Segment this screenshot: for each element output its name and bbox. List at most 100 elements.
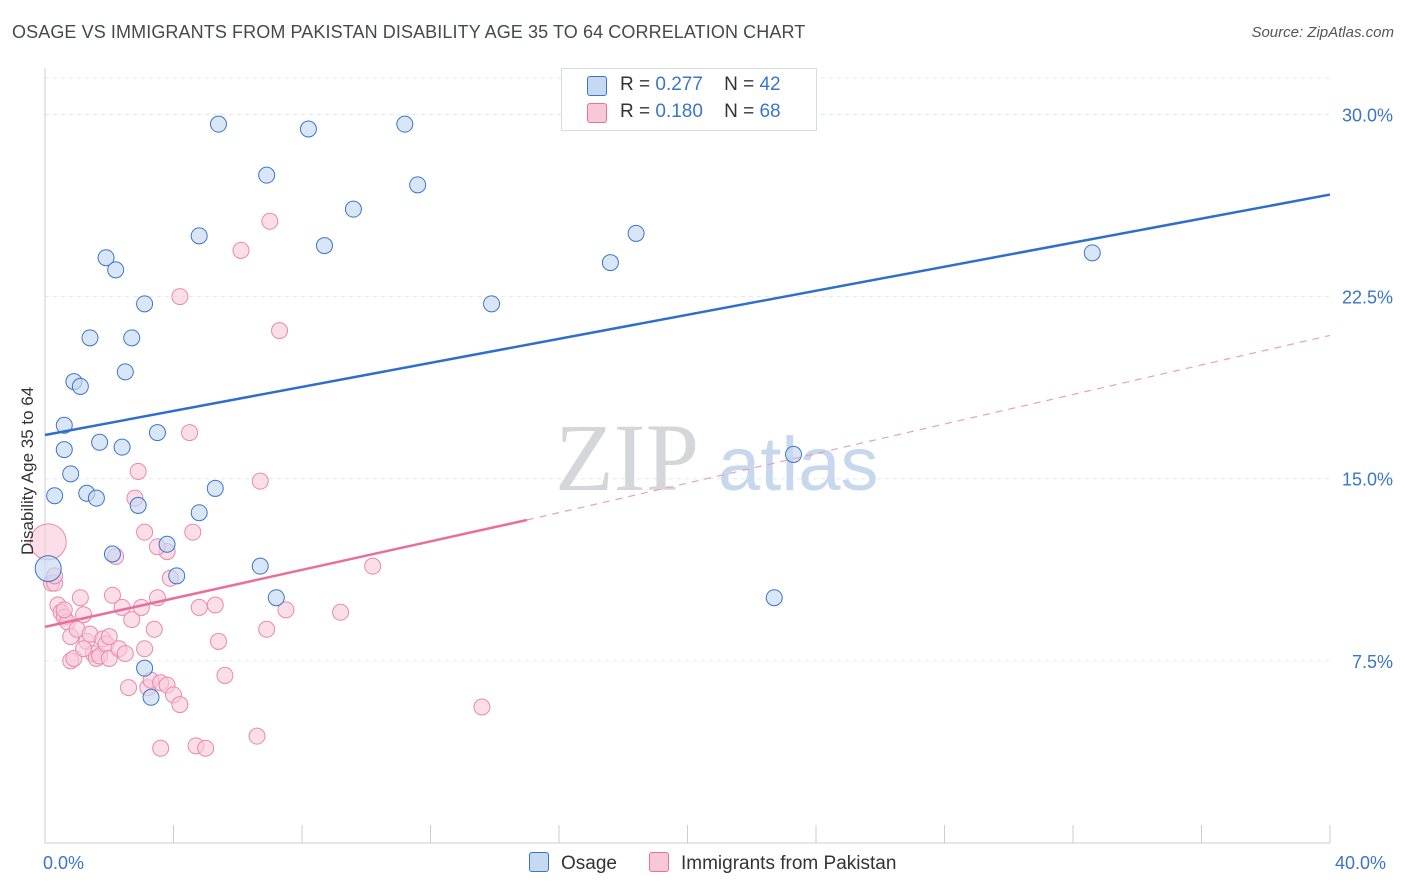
pakistan-point (171, 288, 189, 306)
pakistan-point (181, 424, 199, 442)
pakistan-points (29, 212, 491, 757)
osage-points (34, 115, 1101, 706)
osage-point (55, 441, 73, 459)
osage-point (190, 227, 208, 245)
pakistan-point (145, 620, 163, 638)
osage-point (113, 438, 131, 456)
osage-point (409, 176, 427, 194)
pakistan-point (71, 589, 89, 607)
y-tick-label: 15.0% (1342, 470, 1393, 490)
osage-point (601, 254, 619, 272)
osage-point (123, 329, 141, 347)
x-tick-min: 0.0% (43, 853, 85, 873)
x-tick-max: 40.0% (1335, 853, 1387, 873)
osage-point (46, 487, 64, 505)
osage-point (148, 424, 166, 442)
osage-point (267, 589, 285, 607)
pakistan-point (277, 601, 295, 619)
osage-point (251, 557, 269, 575)
osage-point (190, 504, 208, 522)
osage-point (785, 445, 803, 463)
pakistan-point (216, 666, 234, 684)
pakistan-point (100, 628, 118, 646)
pakistan-point (197, 739, 215, 757)
source-label: Source: ZipAtlas.com (1251, 24, 1394, 41)
osage-point (483, 295, 501, 313)
pakistan-point (248, 727, 266, 745)
y-axis-label: Disability Age 35 to 64 (18, 386, 37, 555)
pakistan-point (209, 632, 227, 650)
osage-point (116, 363, 134, 381)
pakistan-point (332, 603, 350, 621)
watermark-zip: ZIP (555, 404, 699, 511)
chart-title: OSAGE VS IMMIGRANTS FROM PAKISTAN DISABI… (12, 22, 806, 42)
osage-point (91, 433, 109, 451)
osage-point (206, 479, 224, 497)
pakistan-legend-label: Immigrants from Pakistan (681, 853, 897, 874)
osage-swatch (529, 852, 549, 872)
osage-point (34, 555, 62, 583)
pakistan-point (152, 739, 170, 757)
y-tick-labels: 7.5% 15.0% 22.5% 30.0% (1342, 105, 1393, 671)
osage-point (158, 535, 176, 553)
osage-point (627, 224, 645, 242)
gridlines (45, 77, 1330, 662)
pakistan-point (120, 679, 138, 697)
osage-point (299, 120, 317, 138)
pakistan-point (116, 645, 134, 663)
pakistan-point (136, 640, 154, 658)
pakistan-point (364, 557, 382, 575)
y-tick-label: 7.5% (1352, 652, 1393, 672)
osage-point (344, 200, 362, 218)
y-tick-label: 22.5% (1342, 288, 1393, 308)
watermark-atlas: atlas (718, 422, 879, 507)
pakistan-point (206, 596, 224, 614)
osage-point (81, 329, 99, 347)
n-label: N = (724, 74, 755, 95)
osage-point (129, 496, 147, 514)
osage-point (168, 567, 186, 585)
y-tick-label: 30.0% (1342, 105, 1393, 125)
osage-point (136, 659, 154, 677)
pakistan-n: 68 (759, 101, 781, 122)
axes (44, 68, 1331, 844)
pakistan-point (251, 472, 269, 490)
pakistan-trend-line (44, 518, 528, 629)
osage-point (97, 249, 115, 267)
osage-point (71, 377, 89, 395)
pakistan-swatch (649, 852, 669, 872)
osage-r: 0.277 (655, 74, 703, 95)
pakistan-point (232, 241, 250, 259)
pakistan-point (136, 523, 154, 541)
pakistan-r: 0.180 (655, 101, 703, 122)
pakistan-point (261, 212, 279, 230)
osage-point (258, 166, 276, 184)
pakistan-point (75, 640, 93, 658)
pakistan-point (473, 698, 491, 716)
legend-item-pakistan: Immigrants from Pakistan (649, 852, 896, 875)
pakistan-point (190, 598, 208, 616)
legend-item-osage: Osage (529, 852, 617, 875)
pakistan-point (258, 620, 276, 638)
n-label: N = (724, 101, 755, 122)
r-label: R = (620, 101, 651, 122)
osage-point (103, 545, 121, 563)
osage-point (62, 465, 80, 483)
osage-point (315, 237, 333, 255)
pakistan-point (271, 322, 289, 340)
pakistan-point (184, 523, 202, 541)
r-label: R = (620, 74, 651, 95)
watermark: ZIP atlas (555, 404, 879, 511)
osage-point (87, 489, 105, 507)
pakistan-point (103, 586, 121, 604)
osage-point (136, 295, 154, 313)
osage-legend-label: Osage (561, 853, 617, 874)
osage-swatch (587, 76, 607, 96)
osage-point (1083, 244, 1101, 262)
osage-trend-line (44, 193, 1331, 437)
osage-point (142, 688, 160, 706)
correlation-legend: R = 0.277 N = 42 R = 0.180 N = 68 (561, 68, 817, 131)
osage-point (765, 589, 783, 607)
pakistan-point (129, 462, 147, 480)
